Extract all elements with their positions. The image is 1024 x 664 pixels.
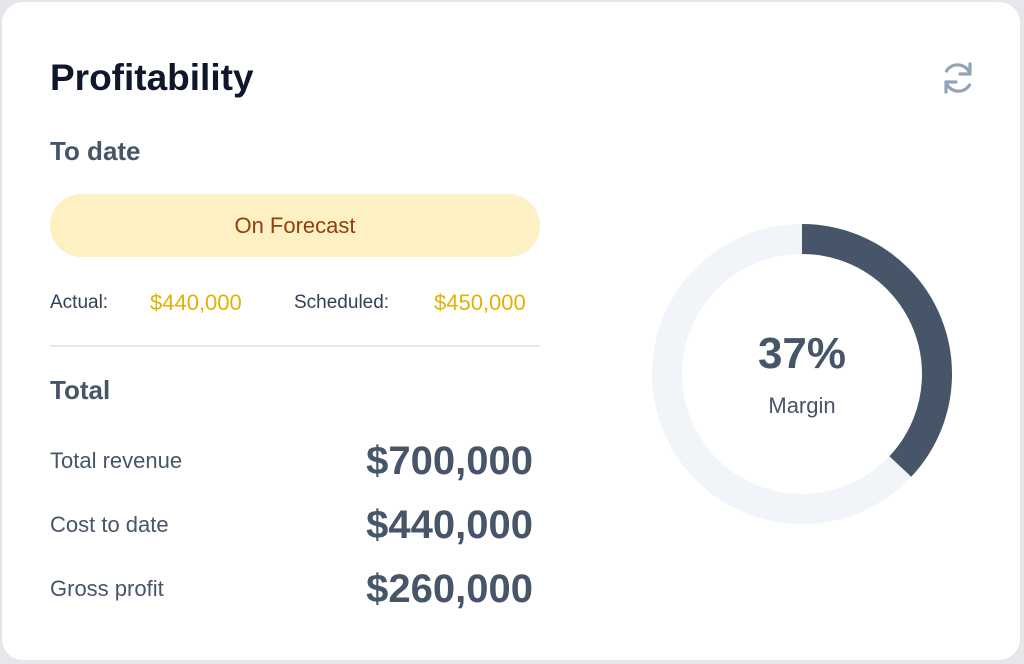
status-badge: On Forecast — [50, 194, 540, 257]
scheduled-value: $450,000 — [434, 290, 526, 315]
cost-to-date-value: $440,000 — [366, 503, 533, 547]
total-revenue-value: $700,000 — [366, 439, 533, 483]
total-heading: Total — [50, 375, 111, 405]
card-title: Profitability — [50, 57, 254, 98]
actual-value: $440,000 — [150, 290, 242, 315]
margin-label: Margin — [768, 393, 836, 418]
section-divider — [50, 345, 540, 347]
actual-label: Actual: — [50, 292, 109, 313]
to-date-heading: To date — [50, 136, 141, 166]
refresh-icon[interactable] — [938, 58, 978, 98]
cost-to-date-label: Cost to date — [50, 512, 169, 537]
gross-profit-label: Gross profit — [50, 576, 164, 601]
gross-profit-value: $260,000 — [366, 567, 533, 611]
scheduled-label: Scheduled: — [294, 292, 390, 313]
donut-margin-arc — [652, 224, 952, 524]
total-revenue-label: Total revenue — [50, 448, 183, 473]
margin-donut-chart — [652, 224, 952, 524]
margin-percent: 37% — [757, 329, 847, 378]
